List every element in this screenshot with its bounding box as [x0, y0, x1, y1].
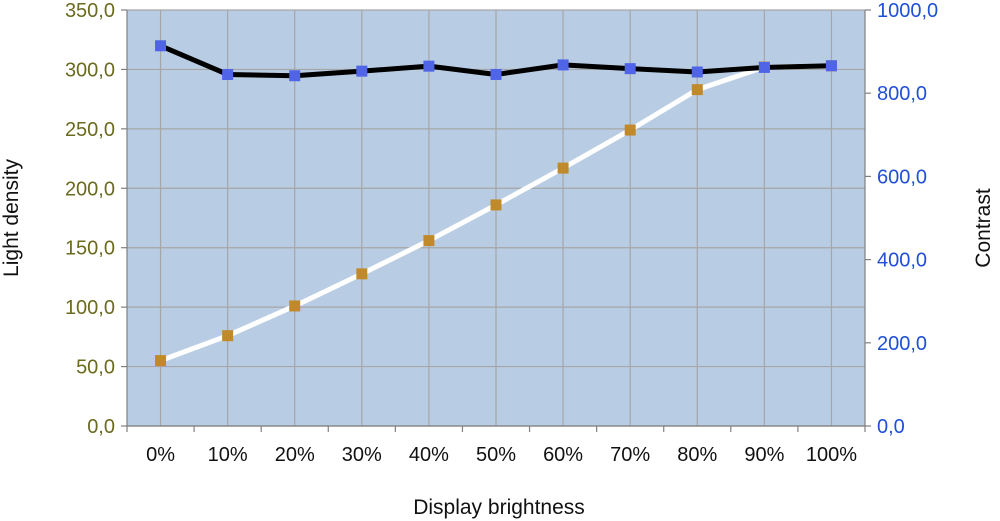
y-left-tick-label: 350,0 [65, 0, 115, 22]
contrast-data-point [624, 63, 636, 75]
x-tick-label: 50% [476, 444, 516, 466]
y-left-tick-label: 50,0 [76, 357, 115, 379]
x-tick-label: 60% [543, 444, 583, 466]
contrast-data-point [825, 60, 837, 72]
light-density-data-point [624, 124, 636, 136]
contrast-data-point [356, 65, 368, 77]
light-density-data-point [289, 300, 301, 312]
y-axis-left-title: Light density [0, 159, 23, 277]
light-density-data-point [356, 268, 368, 280]
grid [127, 9, 865, 427]
x-tick-label: 40% [409, 444, 449, 466]
x-tick-label: 0% [146, 444, 175, 466]
light-density-data-point [490, 199, 502, 211]
y-right-tick-label: 200,0 [877, 333, 927, 355]
x-tick-label: 90% [744, 444, 784, 466]
light-density-data-point [155, 355, 167, 367]
y-right-tick-label: 400,0 [877, 250, 927, 272]
y-left-tick-label: 150,0 [65, 238, 115, 260]
axes [121, 9, 871, 432]
y-right-tick-label: 1000,0 [877, 0, 938, 22]
y-left-tick-label: 200,0 [65, 178, 115, 200]
x-tick-label: 20% [275, 444, 315, 466]
y-left-tick-label: 300,0 [65, 59, 115, 81]
contrast-data-point [691, 66, 703, 78]
x-tick-label: 80% [677, 444, 717, 466]
contrast-data-point [490, 68, 502, 80]
series-layer [155, 40, 837, 367]
y-left-tick-label: 250,0 [65, 119, 115, 141]
contrast-data-point [289, 70, 301, 82]
y-axis-right-title: Contrast [972, 188, 995, 268]
contrast-data-point [423, 60, 435, 72]
x-tick-label: 70% [610, 444, 650, 466]
x-tick-label: 100% [806, 444, 857, 466]
y-right-tick-label: 0,0 [877, 416, 905, 438]
contrast-data-point [758, 61, 770, 73]
tick-labels: 0,0 50,0 100,0 150,0 200,0 250,0 300,0 350,0 0,0… [65, 0, 938, 466]
y-left-tick-label: 0,0 [87, 416, 115, 438]
x-axis-title: Display brightness [413, 496, 585, 519]
light-density-data-point [557, 162, 569, 174]
y-right-tick-label: 600,0 [877, 166, 927, 188]
contrast-data-point [155, 40, 167, 52]
x-tick-label: 10% [208, 444, 248, 466]
contrast-data-point [557, 59, 569, 71]
x-tick-label: 30% [342, 444, 382, 466]
y-right-tick-label: 800,0 [877, 83, 927, 105]
light-density-data-point [691, 84, 703, 96]
y-left-tick-label: 100,0 [65, 297, 115, 319]
light-density-data-point [423, 235, 435, 247]
contrast-data-point [222, 68, 234, 80]
light-density-data-point [222, 330, 234, 342]
